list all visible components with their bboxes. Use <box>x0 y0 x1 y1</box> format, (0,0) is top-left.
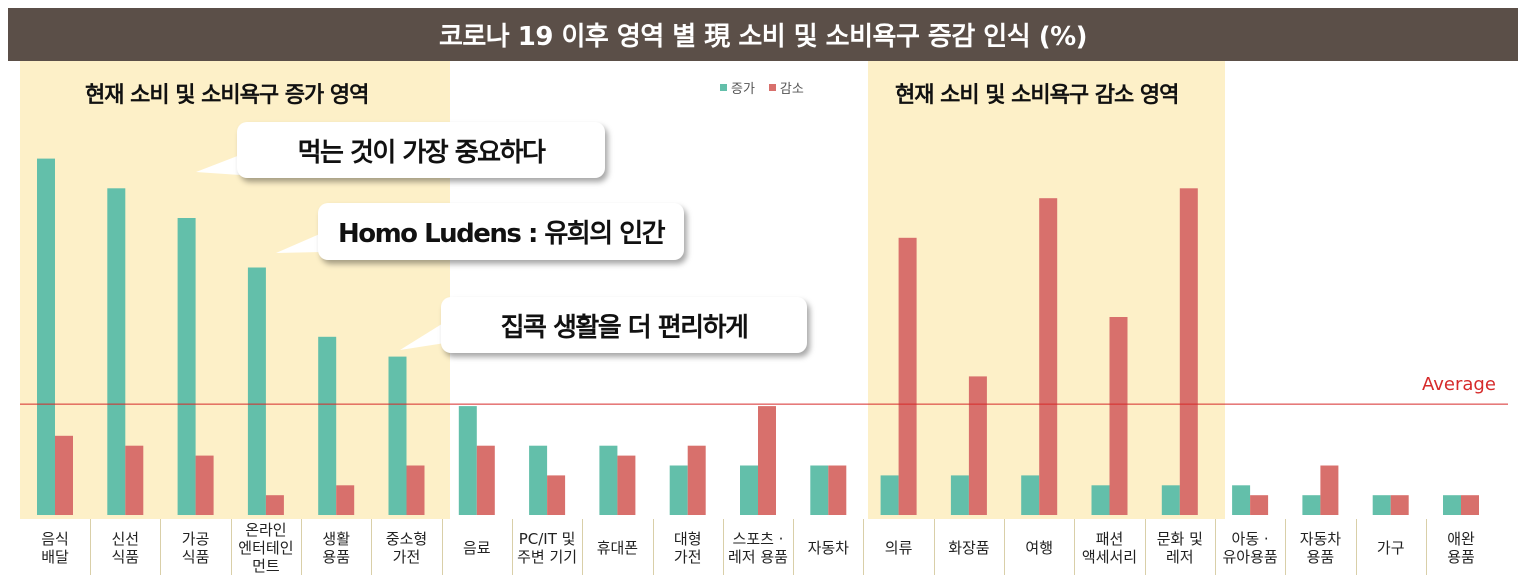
label-separator <box>1074 519 1075 575</box>
label-separator <box>1215 519 1216 575</box>
label-separator <box>582 519 583 575</box>
label-separator <box>512 519 513 575</box>
callout-home-living: 집콕 생활을 더 편리하게 <box>441 297 807 353</box>
average-label: Average <box>1422 374 1496 395</box>
bar-increase-9 <box>669 465 688 515</box>
bar-increase-5 <box>388 356 407 515</box>
category-label: 음료 <box>462 539 491 557</box>
legend-swatch-increase <box>720 84 727 91</box>
label-separator <box>793 519 794 575</box>
bar-decrease-2 <box>195 455 214 515</box>
category-label: 의류 <box>884 539 913 557</box>
bar-decrease-15 <box>1109 317 1128 515</box>
label-separator <box>1356 519 1357 575</box>
bar-decrease-14 <box>1039 198 1058 515</box>
legend-label-decrease: 감소 <box>779 82 804 97</box>
label-separator <box>1145 519 1146 575</box>
label-separator <box>1426 519 1427 575</box>
bar-decrease-1 <box>125 445 144 515</box>
bar-decrease-0 <box>55 435 73 515</box>
bar-decrease-9 <box>687 445 706 515</box>
bar-decrease-5 <box>406 465 425 515</box>
bar-increase-7 <box>529 445 548 515</box>
bar-increase-3 <box>247 267 266 515</box>
callout-homo-ludens: Homo Ludens : 유희의 인간 <box>318 203 684 260</box>
category-label: 중소형 가전 <box>385 530 428 566</box>
category-label: 음식 배달 <box>41 530 69 566</box>
bar-increase-12 <box>880 475 899 515</box>
legend: 증가 감소 <box>720 78 804 97</box>
bar-decrease-3 <box>265 495 284 515</box>
category-label: 아동 · 유아용품 <box>1222 530 1278 566</box>
bar-increase-15 <box>1091 485 1110 515</box>
legend-swatch-decrease <box>768 84 776 91</box>
bar-increase-20 <box>1443 495 1461 515</box>
label-separator <box>1004 519 1005 575</box>
bar-increase-16 <box>1161 485 1180 515</box>
bar-decrease-13 <box>968 376 987 515</box>
bar-increase-10 <box>740 465 758 515</box>
bar-increase-11 <box>810 465 829 515</box>
bar-decrease-4 <box>336 485 355 515</box>
category-label: 애완 용품 <box>1447 530 1475 566</box>
callout-pointer <box>196 155 240 175</box>
bar-decrease-20 <box>1461 495 1479 515</box>
category-label: 여행 <box>1025 539 1053 557</box>
increase-zone-title: 현재 소비 및 소비욕구 증가 영역 <box>85 83 369 108</box>
bar-decrease-8 <box>617 455 636 515</box>
legend-label-increase: 증가 <box>731 82 755 97</box>
category-label: 스포츠 · 레저 용품 <box>728 530 788 566</box>
label-separator <box>934 519 935 575</box>
decrease-zone-title: 현재 소비 및 소비욕구 감소 영역 <box>895 83 1179 108</box>
category-label: 문화 및 레저 <box>1156 530 1203 566</box>
callout-pointer <box>400 322 445 350</box>
chart-title: 코로나 19 이후 영역 별 現 소비 및 소비욕구 증감 인식 (%) <box>8 8 1518 61</box>
bar-decrease-16 <box>1179 188 1198 516</box>
bar-increase-4 <box>318 336 337 515</box>
bar-decrease-17 <box>1250 495 1269 515</box>
label-separator <box>231 519 232 575</box>
category-label: 패션 액세서리 <box>1081 530 1138 566</box>
bar-increase-14 <box>1021 475 1040 515</box>
bar-decrease-18 <box>1320 465 1339 515</box>
bar-increase-0 <box>37 158 55 515</box>
bar-decrease-6 <box>476 445 495 515</box>
label-separator <box>160 519 161 575</box>
bar-increase-1 <box>107 188 126 516</box>
bar-increase-18 <box>1302 495 1321 515</box>
category-label: 가공 식품 <box>181 530 210 566</box>
category-label: PC/IT 및 주변 기기 <box>517 530 578 566</box>
bar-decrease-7 <box>547 475 566 515</box>
category-label: 화장품 <box>948 539 990 557</box>
bar-increase-17 <box>1232 485 1251 515</box>
bar-increase-2 <box>177 218 196 515</box>
label-separator <box>371 519 372 575</box>
category-label: 휴대폰 <box>596 539 639 557</box>
label-separator <box>90 519 91 575</box>
bar-increase-8 <box>599 445 618 515</box>
category-label: 신선 식품 <box>111 530 140 566</box>
bar-decrease-10 <box>758 406 776 515</box>
category-label: 온라인 엔터테인 먼트 <box>238 521 294 575</box>
label-separator <box>442 519 443 575</box>
bar-increase-6 <box>458 406 477 515</box>
category-label: 가구 <box>1376 539 1405 557</box>
label-separator <box>1285 519 1286 575</box>
category-label: 생활 용품 <box>322 530 350 566</box>
label-separator <box>723 519 724 575</box>
bar-decrease-11 <box>828 465 847 515</box>
label-separator <box>653 519 654 575</box>
label-separator <box>863 519 864 575</box>
category-label: 대형 가전 <box>673 530 702 566</box>
category-label: 자동차 용품 <box>1299 530 1342 566</box>
callout-pointer <box>276 233 322 253</box>
callout-eating: 먹는 것이 가장 중요하다 <box>237 122 605 178</box>
category-label: 자동차 <box>807 539 849 557</box>
bar-decrease-12 <box>898 237 917 516</box>
bar-increase-19 <box>1372 495 1391 515</box>
label-separator <box>301 519 302 575</box>
bar-increase-13 <box>950 475 969 515</box>
bar-decrease-19 <box>1390 495 1409 515</box>
